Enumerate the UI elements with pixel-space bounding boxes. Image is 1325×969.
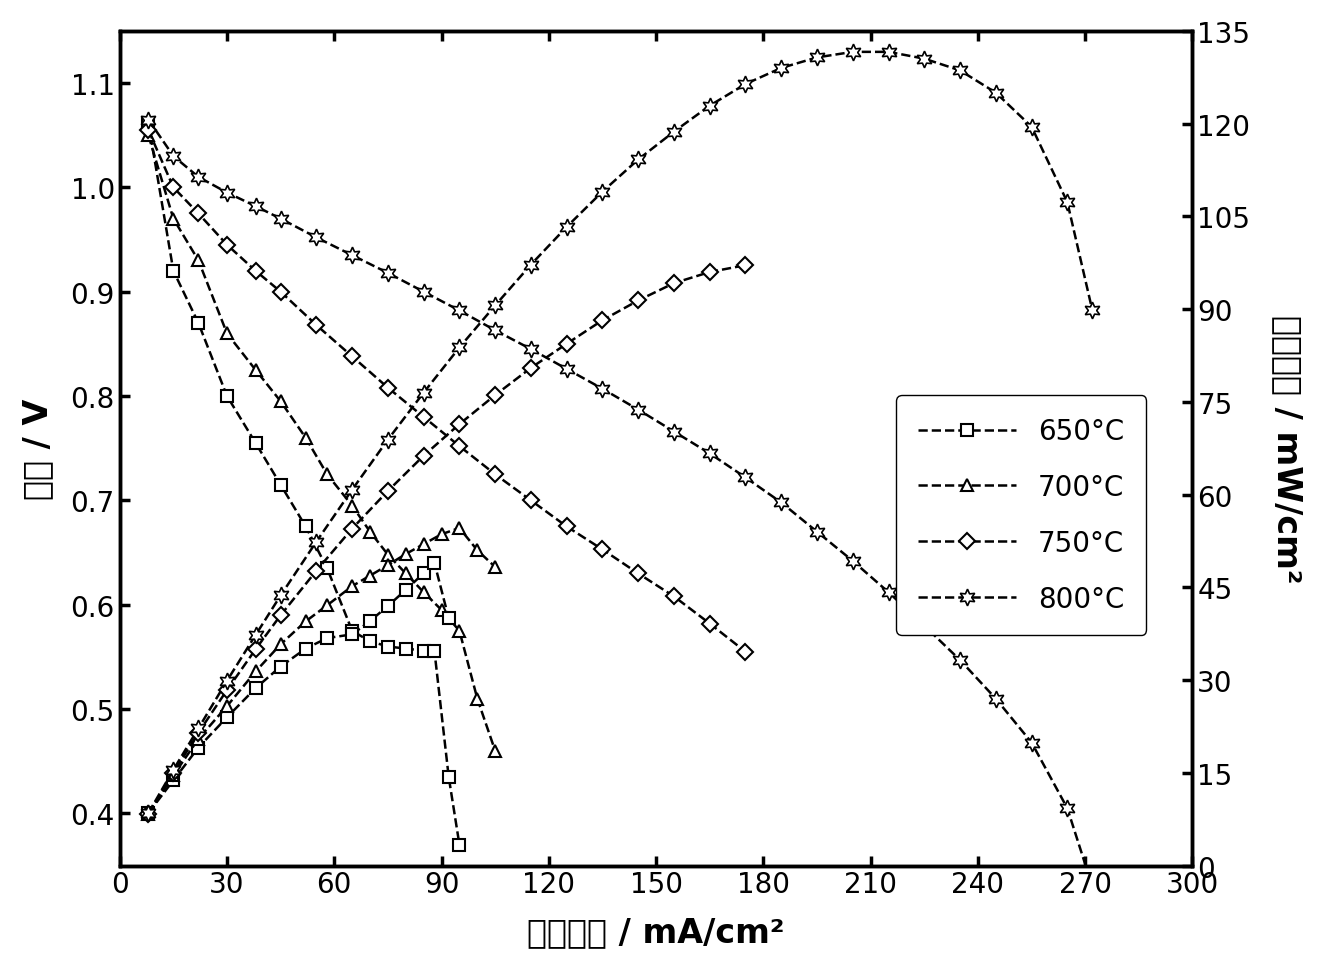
Y-axis label: 功率密度 / mW/cm²: 功率密度 / mW/cm²: [1271, 315, 1304, 583]
Y-axis label: 电压 / V: 电压 / V: [21, 398, 54, 499]
Legend: 650°C, 700°C, 750°C, 800°C: 650°C, 700°C, 750°C, 800°C: [896, 395, 1146, 636]
X-axis label: 电流密度 / mA/cm²: 电流密度 / mA/cm²: [527, 916, 784, 949]
